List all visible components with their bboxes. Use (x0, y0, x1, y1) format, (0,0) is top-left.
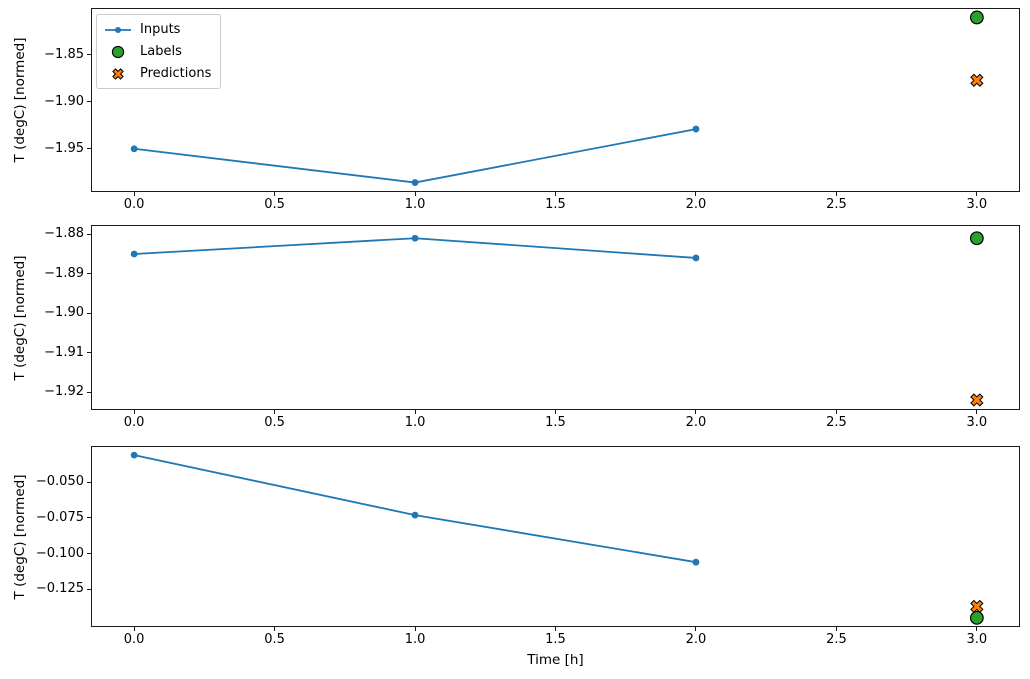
subplot-3: 0.0 0.5 1.0 1.5 2.0 2.5 3.0 −0.050 −0.075 −0.100 −… (12, 446, 1020, 668)
x-tick-label: 3.0 (966, 197, 988, 212)
inputs-line (130, 234, 700, 262)
subplot-1: 0.0 0.5 1.0 1.5 2.0 2.5 3.0 −1.85 −1.90 −1.95 T (d… (12, 8, 1020, 212)
x-tick-label: 2.5 (826, 415, 847, 430)
y-tick-label: −0.050 (35, 474, 84, 490)
x-tick-mark (835, 410, 837, 414)
x-tick-label: 0.5 (264, 632, 285, 647)
x-tick-label: 2.5 (826, 632, 847, 647)
legend-label-inputs: Inputs (140, 21, 181, 37)
x-tick-mark (976, 192, 978, 196)
x-tick-label: 3.0 (966, 415, 988, 430)
x-tick-label: 0.0 (123, 415, 145, 430)
y-tick-label: −1.85 (44, 46, 84, 62)
inputs-line (130, 451, 700, 566)
x-tick-mark (695, 410, 697, 414)
y-tick-label: −1.90 (44, 93, 84, 109)
x-tick-label: 2.0 (685, 632, 707, 647)
x-tick-label: 1.5 (545, 415, 566, 430)
x-tick-label: 1.0 (404, 415, 426, 430)
y-tick-mark (87, 352, 91, 354)
x-tick-mark (835, 627, 837, 631)
x-tick-label: 1.5 (545, 197, 566, 212)
y-tick-label: −1.92 (44, 384, 84, 400)
x-tick-mark (274, 192, 276, 196)
y-tick-mark (87, 481, 91, 483)
line-dot-icon (105, 26, 131, 33)
legend-label-labels: Labels (140, 43, 182, 59)
y-tick-mark (87, 312, 91, 314)
y-tick-mark (87, 233, 91, 235)
y-tick-mark (87, 54, 91, 56)
x-tick-mark (414, 627, 416, 631)
y-tick-mark (87, 273, 91, 275)
predictions-marker (970, 599, 984, 614)
x-tick-mark (274, 627, 276, 631)
x-tick-label: 1.0 (404, 632, 426, 647)
circle-icon (111, 45, 125, 58)
y-axis-label: T (degC) [normed] (12, 474, 28, 599)
y-tick-mark (87, 588, 91, 590)
labels-marker (969, 10, 984, 25)
x-tick-label: 3.0 (966, 632, 988, 647)
x-tick-label: 0.5 (264, 415, 285, 430)
labels-marker (969, 231, 984, 246)
legend-item-labels: Labels (104, 42, 211, 61)
y-tick-mark (87, 553, 91, 555)
x-tick-label: 2.0 (685, 415, 707, 430)
plot-area-3 (130, 451, 984, 625)
x-tick-mark (274, 410, 276, 414)
x-tick-mark (695, 627, 697, 631)
y-tick-label: −1.88 (44, 226, 84, 242)
predictions-marker (970, 393, 984, 407)
x-tick-mark (414, 410, 416, 414)
y-tick-label: −1.95 (44, 140, 84, 156)
x-tick-mark (555, 410, 556, 414)
inputs-line (130, 125, 700, 186)
x-tick-mark (976, 627, 978, 631)
y-tick-mark (87, 148, 91, 150)
plot-area-1 (130, 10, 984, 186)
x-tick-label: 1.0 (404, 197, 426, 212)
y-tick-label: −1.89 (44, 265, 84, 281)
x-tick-mark (133, 410, 135, 414)
x-tick-label: 2.5 (826, 197, 847, 212)
x-tick-mark (133, 192, 135, 196)
y-tick-label: −0.125 (35, 581, 84, 597)
x-tick-mark (976, 410, 978, 414)
x-tick-mark (695, 192, 697, 196)
y-tick-label: −0.075 (35, 509, 84, 525)
labels-marker (969, 610, 984, 625)
legend: Inputs Labels Predictions (96, 14, 222, 89)
x-tick-mark (133, 627, 135, 631)
y-tick-mark (87, 391, 91, 393)
x-tick-label: 1.5 (545, 632, 566, 647)
x-tick-label: 0.5 (264, 197, 285, 212)
y-tick-label: −0.100 (35, 545, 84, 561)
y-tick-mark (87, 517, 91, 519)
legend-item-predictions: Predictions (104, 64, 211, 83)
plot-area-2 (130, 231, 984, 407)
x-tick-label: 2.0 (685, 197, 707, 212)
legend-item-inputs: Inputs (104, 20, 211, 39)
x-tick-mark (555, 627, 556, 631)
predictions-marker (970, 73, 984, 87)
x-cross-icon (112, 67, 124, 80)
x-tick-mark (414, 192, 416, 196)
x-tick-mark (835, 192, 837, 196)
x-tick-label: 0.0 (123, 632, 145, 647)
x-axis-label: Time [h] (527, 652, 584, 668)
x-tick-label: 0.0 (123, 197, 145, 212)
y-axis-label: T (degC) [normed] (12, 255, 28, 380)
legend-label-predictions: Predictions (140, 65, 212, 81)
subplot-2: 0.0 0.5 1.0 1.5 2.0 2.5 3.0 −1.88 −1.89 −1.90 −1.9… (12, 225, 1020, 430)
x-tick-mark (555, 192, 556, 196)
y-tick-label: −1.91 (44, 344, 84, 360)
y-tick-mark (87, 101, 91, 103)
y-axis-label: T (degC) [normed] (12, 37, 28, 163)
y-tick-label: −1.90 (44, 305, 84, 321)
